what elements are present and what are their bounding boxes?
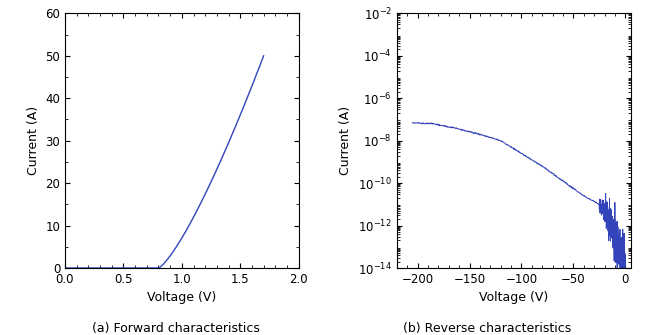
Text: (b) Reverse characteristics: (b) Reverse characteristics (404, 322, 571, 335)
X-axis label: Voltage (V): Voltage (V) (147, 291, 216, 305)
Y-axis label: Current (A): Current (A) (339, 106, 352, 175)
Text: (a) Forward characteristics: (a) Forward characteristics (92, 322, 259, 335)
X-axis label: Voltage (V): Voltage (V) (479, 291, 549, 305)
Y-axis label: Current (A): Current (A) (27, 106, 40, 175)
